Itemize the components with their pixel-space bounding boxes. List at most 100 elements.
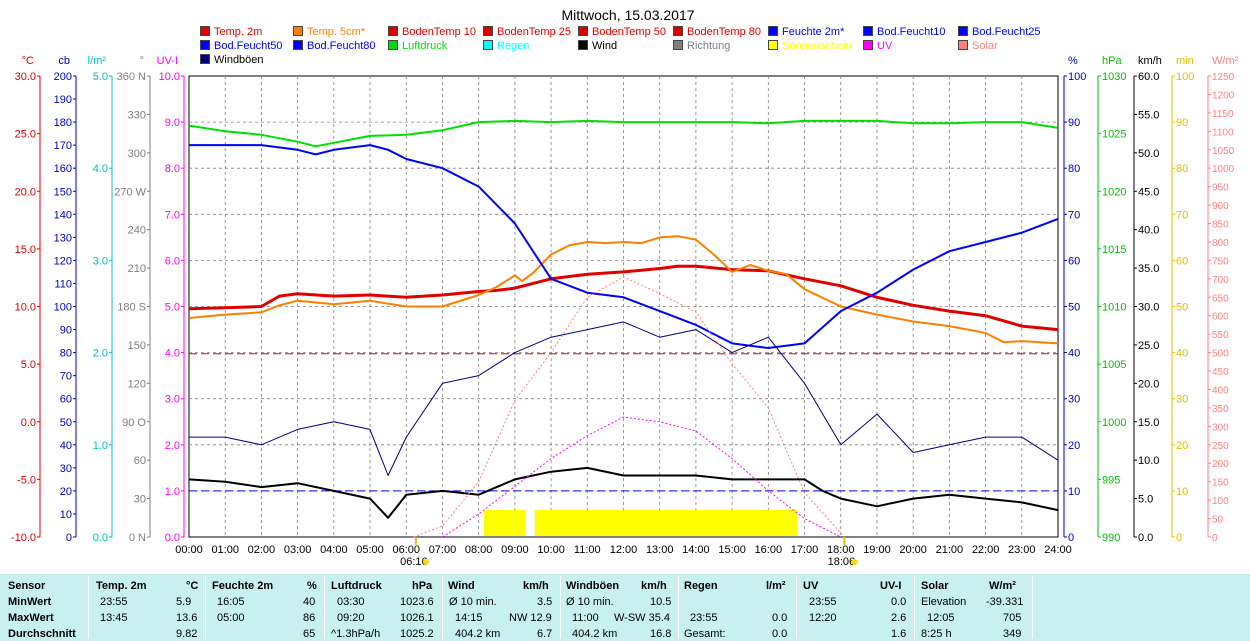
sunshine-block bbox=[484, 510, 526, 536]
stats-cell: 8:25 h bbox=[921, 628, 952, 640]
axis-left-tick-label: 4.0 bbox=[93, 163, 108, 175]
axes: 00:00 01:00 02:00 03:00 04:00 05:00 06:00 07:00… bbox=[11, 55, 1239, 568]
axis-right-tick-label: 1050 bbox=[1212, 146, 1235, 157]
axis-right-tick-label: 0 bbox=[1068, 532, 1074, 544]
axis-right-tick-label: 100 bbox=[1176, 71, 1194, 83]
stats-cell: 404.2 km bbox=[572, 628, 618, 640]
axis-right-tick-label: 90 bbox=[1176, 117, 1188, 129]
axis-right-tick-label: 20 bbox=[1176, 440, 1188, 452]
x-tick-label: 15:00 bbox=[718, 544, 746, 556]
axis-right-tick-label: 0 bbox=[1176, 532, 1182, 544]
x-tick-label: 18:00 bbox=[827, 544, 855, 556]
stats-cell: ^1.3hPa/h bbox=[331, 628, 381, 640]
legend-item: Bod.Feucht80 bbox=[293, 40, 376, 52]
x-tick-label: 09:00 bbox=[501, 544, 529, 556]
axis-right-unit: hPa bbox=[1102, 55, 1122, 67]
axis-right-tick-label: 1100 bbox=[1212, 127, 1234, 138]
legend-label: Temp. 5cm* bbox=[307, 26, 366, 38]
stats-cell: 40 bbox=[303, 596, 316, 608]
axis-right-tick-label: 50 bbox=[1176, 302, 1188, 314]
axis-right-tick-label: 10.0 bbox=[1138, 455, 1159, 467]
sunrise-marker bbox=[422, 559, 429, 565]
stats-cell: 705 bbox=[1003, 612, 1022, 624]
axis-right-tick-label: 0 bbox=[1212, 533, 1218, 544]
legend-swatch bbox=[578, 40, 588, 50]
series-line bbox=[189, 321, 1059, 476]
axis-left-tick-label: 2.0 bbox=[165, 440, 180, 452]
axis-left-tick-label: 10.0 bbox=[159, 71, 180, 83]
axis-right-tick-label: 45.0 bbox=[1138, 186, 1159, 198]
legend-swatch bbox=[578, 26, 588, 36]
x-tick-label: 13:00 bbox=[646, 544, 674, 556]
stats-header-feuchte: Feuchte 2m bbox=[212, 580, 274, 592]
legend-item: Luftdruck bbox=[388, 40, 447, 52]
axis-right-tick-label: 5.0 bbox=[1138, 494, 1153, 506]
legend-item: Feuchte 2m* bbox=[768, 26, 844, 38]
axis-right-tick-label: 40 bbox=[1176, 348, 1188, 360]
axis-right-tick-label: 25.0 bbox=[1138, 340, 1159, 352]
legend-label: Temp. 2m bbox=[214, 26, 263, 38]
legend-label: Bod.Feucht80 bbox=[307, 40, 376, 52]
axis-right-tick-label: 450 bbox=[1212, 367, 1229, 378]
legend-label: BodenTemp 10 bbox=[402, 26, 476, 38]
legend-swatch bbox=[483, 40, 493, 50]
legend-item: Windböen bbox=[200, 54, 264, 66]
sunset-label: 18:06 bbox=[828, 556, 856, 568]
axis-right-tick-label: 50.0 bbox=[1138, 148, 1159, 160]
axis-left-tick-label: 330 bbox=[128, 109, 146, 121]
stats-cell: 86 bbox=[303, 612, 316, 624]
axis-right-tick-label: 1000 bbox=[1212, 164, 1235, 175]
axis-left-tick-label: 0 N bbox=[129, 532, 146, 544]
stats-row-label: MinWert bbox=[8, 596, 52, 608]
axis-right-tick-label: 750 bbox=[1212, 256, 1229, 267]
axis-right-tick-label: 40.0 bbox=[1138, 225, 1159, 237]
axis-left-tick-label: 30 bbox=[134, 494, 146, 506]
axis-right-tick-label: 950 bbox=[1212, 183, 1229, 194]
axis-left-tick-label: 200 bbox=[54, 71, 72, 83]
axis-left-tick-label: 15.0 bbox=[15, 244, 36, 256]
legend-swatch bbox=[200, 26, 210, 36]
legend-label: Sonnenschein bbox=[782, 40, 852, 52]
axis-right-tick-label: 650 bbox=[1212, 293, 1229, 304]
axis-left-tick-label: 360 N bbox=[117, 71, 146, 83]
stats-header-temp: Temp. 2m bbox=[96, 580, 147, 592]
stats-cell: 9.82 bbox=[176, 628, 198, 640]
axis-left-tick-label: 6.0 bbox=[165, 255, 180, 267]
stats-cell: 16:05 bbox=[217, 596, 245, 608]
axis-right-tick-label: 1015 bbox=[1102, 244, 1126, 256]
axis-left-tick-label: 110 bbox=[54, 278, 72, 290]
stats-cell: 404.2 km bbox=[455, 628, 501, 640]
x-tick-label: 04:00 bbox=[320, 544, 348, 556]
stats-cell: Gesamt: bbox=[684, 628, 726, 640]
stats-cell: 5.9 bbox=[176, 596, 192, 608]
axis-left-tick-label: 20 bbox=[60, 486, 72, 498]
series-line bbox=[188, 264, 1059, 332]
axis-right-tick-label: 500 bbox=[1212, 349, 1229, 360]
legend-label: Bod.Feucht25 bbox=[972, 26, 1041, 38]
axis-right-tick-label: 1020 bbox=[1102, 186, 1126, 198]
stats-header-sensor: Sensor bbox=[8, 580, 46, 592]
legend-item: Richtung bbox=[673, 40, 730, 52]
x-tick-label: 14:00 bbox=[682, 544, 710, 556]
stats-header-regen: Regen bbox=[684, 580, 718, 592]
stats-cell: NW 12.9 bbox=[509, 612, 552, 624]
axis-right-tick-label: 70 bbox=[1176, 209, 1188, 221]
axis-left-tick-label: 9.0 bbox=[165, 117, 180, 129]
axis-left-tick-label: 150 bbox=[128, 340, 146, 352]
stats-cell: 14:15 bbox=[455, 612, 483, 624]
axis-right-tick-label: 30.0 bbox=[1138, 302, 1159, 314]
series-line bbox=[442, 416, 842, 538]
weather-chart: Mittwoch, 15.03.2017 00:00 01:00 02:00 03:0… bbox=[11, 7, 1239, 568]
legend-swatch bbox=[388, 26, 398, 36]
axis-right-tick-label: 1030 bbox=[1102, 71, 1126, 83]
legend-swatch bbox=[958, 26, 968, 36]
axis-right-tick-label: 70 bbox=[1068, 209, 1080, 221]
legend-swatch bbox=[483, 26, 493, 36]
sunshine-block bbox=[534, 510, 798, 536]
axis-right-tick-label: 60 bbox=[1068, 255, 1080, 267]
stats-cell: 1026.1 bbox=[400, 612, 434, 624]
legend-item: Temp. 2m bbox=[200, 26, 262, 38]
axis-right-tick-label: 995 bbox=[1102, 474, 1120, 486]
legend-item: Bod.Feucht50 bbox=[200, 40, 283, 52]
fill-areas bbox=[484, 510, 798, 536]
